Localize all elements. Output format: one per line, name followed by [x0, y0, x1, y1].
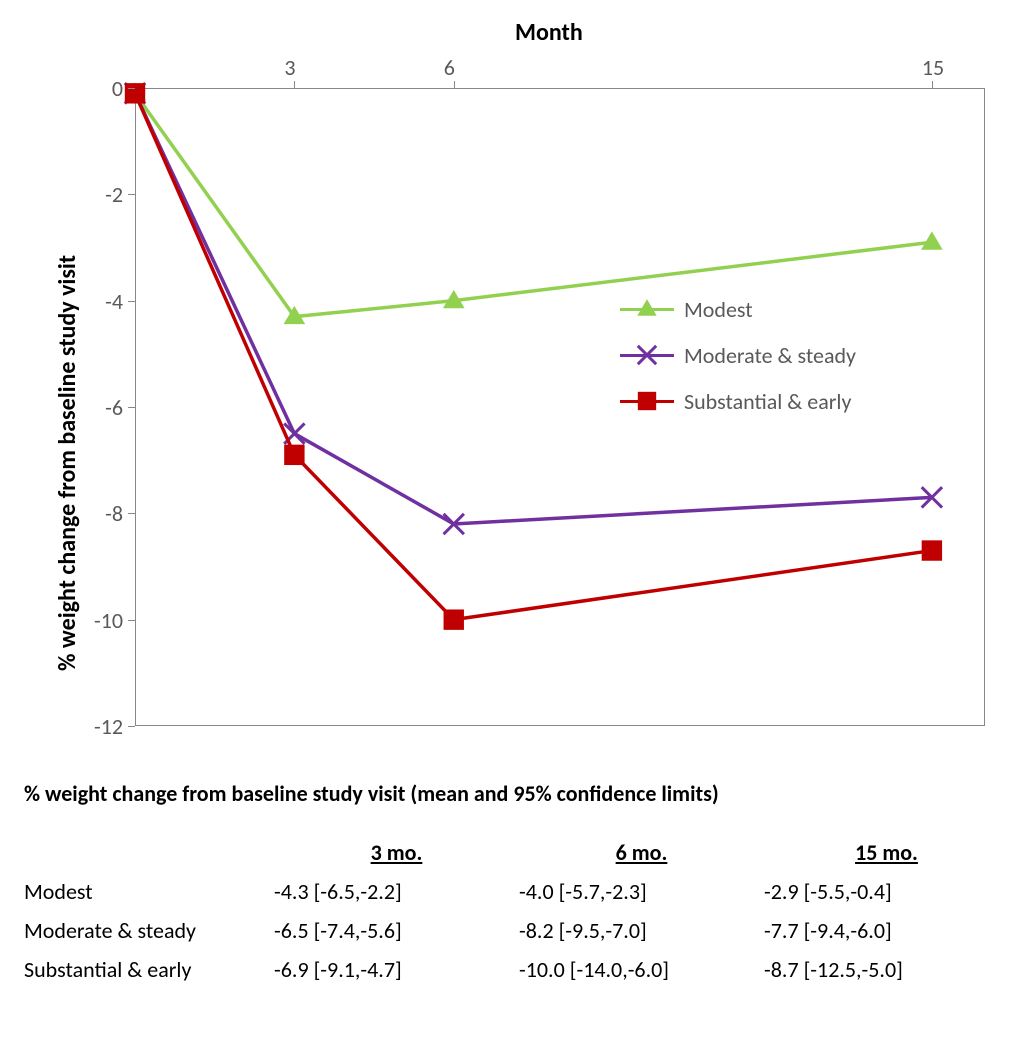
table-row: Moderate & steady-6.5 [-7.4,-5.6]-8.2 [-… — [24, 911, 1009, 950]
row-value: -8.7 [-12.5,-5.0] — [764, 950, 1009, 989]
legend-entry: Substantial & early — [620, 387, 856, 415]
row-value: -6.5 [-7.4,-5.6] — [274, 911, 519, 950]
row-value: -6.9 [-9.1,-4.7] — [274, 950, 519, 989]
row-label: Modest — [24, 872, 274, 911]
table-title: % weight change from baseline study visi… — [24, 780, 1009, 807]
table-row: Substantial & early-6.9 [-9.1,-4.7]-10.0… — [24, 950, 1009, 989]
legend-label: Moderate & steady — [684, 342, 856, 369]
legend-entry: Modest — [620, 295, 856, 323]
x-tick-label: 15 — [922, 54, 944, 81]
chart-svg — [15, 10, 1005, 746]
table-body: Modest-4.3 [-6.5,-2.2]-4.0 [-5.7,-2.3]-2… — [24, 872, 1009, 989]
chart-legend: Modest Moderate & steady Substantial & ear… — [620, 295, 856, 433]
row-value: -4.3 [-6.5,-2.2] — [274, 872, 519, 911]
summary-table: 3 mo. 6 mo. 15 mo. Modest-4.3 [-6.5,-2.2… — [24, 833, 1009, 989]
row-value: -10.0 [-14.0,-6.0] — [519, 950, 764, 989]
col-header-1: 6 mo. — [519, 833, 764, 872]
y-tick-label: -4 — [105, 288, 123, 315]
row-label: Moderate & steady — [24, 911, 274, 950]
table-header-row: 3 mo. 6 mo. 15 mo. — [24, 833, 1009, 872]
y-tick-label: -8 — [105, 500, 123, 527]
col-header-0: 3 mo. — [274, 833, 519, 872]
row-value: -8.2 [-9.5,-7.0] — [519, 911, 764, 950]
table-row: Modest-4.3 [-6.5,-2.2]-4.0 [-5.7,-2.3]-2… — [24, 872, 1009, 911]
legend-label: Substantial & early — [684, 388, 851, 415]
y-tick-label: -6 — [105, 394, 123, 421]
x-tick-label: 3 — [284, 54, 295, 81]
col-header-2: 15 mo. — [764, 833, 1009, 872]
row-value: -4.0 [-5.7,-2.3] — [519, 872, 764, 911]
x-tick-label: 6 — [444, 54, 455, 81]
y-tick-label: 0 — [112, 75, 123, 102]
row-label: Substantial & early — [24, 950, 274, 989]
summary-table-section: % weight change from baseline study visi… — [24, 780, 1009, 989]
chart-container: Month % weight change from baseline stud… — [15, 10, 1000, 750]
legend-label: Modest — [684, 296, 753, 323]
row-value: -2.9 [-5.5,-0.4] — [764, 872, 1009, 911]
y-tick-label: -12 — [94, 713, 123, 740]
legend-entry: Moderate & steady — [620, 341, 856, 369]
row-value: -7.7 [-9.4,-6.0] — [764, 911, 1009, 950]
y-tick-label: -10 — [94, 607, 123, 634]
y-tick-label: -2 — [105, 181, 123, 208]
